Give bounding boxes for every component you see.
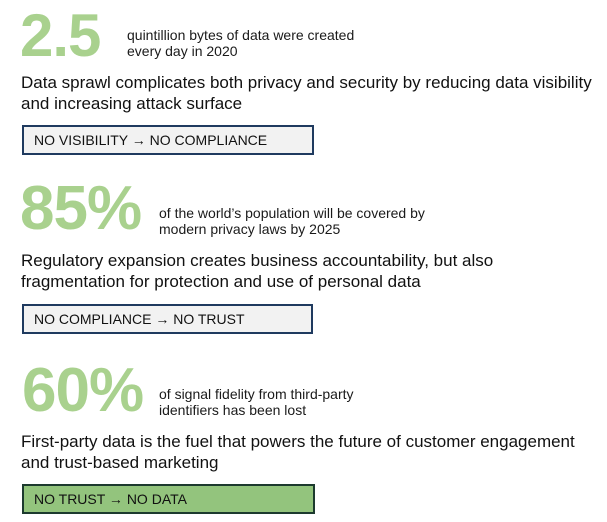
stat-value-2: 85% — [20, 174, 142, 243]
section-2-lead: Regulatory expansion — [21, 251, 186, 270]
section-2-body: Regulatory expansion creates business ac… — [21, 250, 601, 292]
section-3-body: First-party data is the fuel that powers… — [21, 431, 601, 473]
section-1-lead: Data sprawl — [21, 73, 111, 92]
section-2-text: creates business accountability, but als… — [21, 251, 494, 291]
tag-no-compliance-no-trust: NO COMPLIANCE → NO TRUST — [22, 304, 313, 334]
stat-description-3-line2: identifiers has been lost — [159, 402, 307, 418]
stat-description-3-line1: of signal fidelity from third-party — [159, 386, 354, 402]
section-1-body: Data sprawl complicates both privacy and… — [21, 72, 601, 114]
stat-description-1: quintillion bytes of data were created e… — [127, 27, 354, 59]
stat-description-1-line2: every day in 2020 — [127, 43, 238, 59]
stat-description-2: of the world’s population will be covere… — [159, 205, 425, 237]
stat-description-2-line1: of the world’s population will be covere… — [159, 205, 425, 221]
stat-value-3: 60% — [22, 356, 144, 425]
section-1-text: complicates both privacy and security by… — [21, 73, 592, 113]
section-3-text: is the fuel that powers the future of cu… — [21, 432, 575, 472]
section-3-lead: First-party data — [21, 432, 136, 451]
stat-description-2-line2: modern privacy laws by 2025 — [159, 221, 341, 237]
stat-description-3: of signal fidelity from third-party iden… — [159, 386, 354, 418]
tag-no-trust-no-data: NO TRUST → NO DATA — [22, 484, 315, 514]
stat-description-1-line1: quintillion bytes of data were created — [127, 27, 355, 43]
stat-value-1: 2.5 — [20, 2, 101, 69]
tag-no-visibility-no-compliance: NO VISIBILITY → NO COMPLIANCE — [22, 125, 314, 155]
